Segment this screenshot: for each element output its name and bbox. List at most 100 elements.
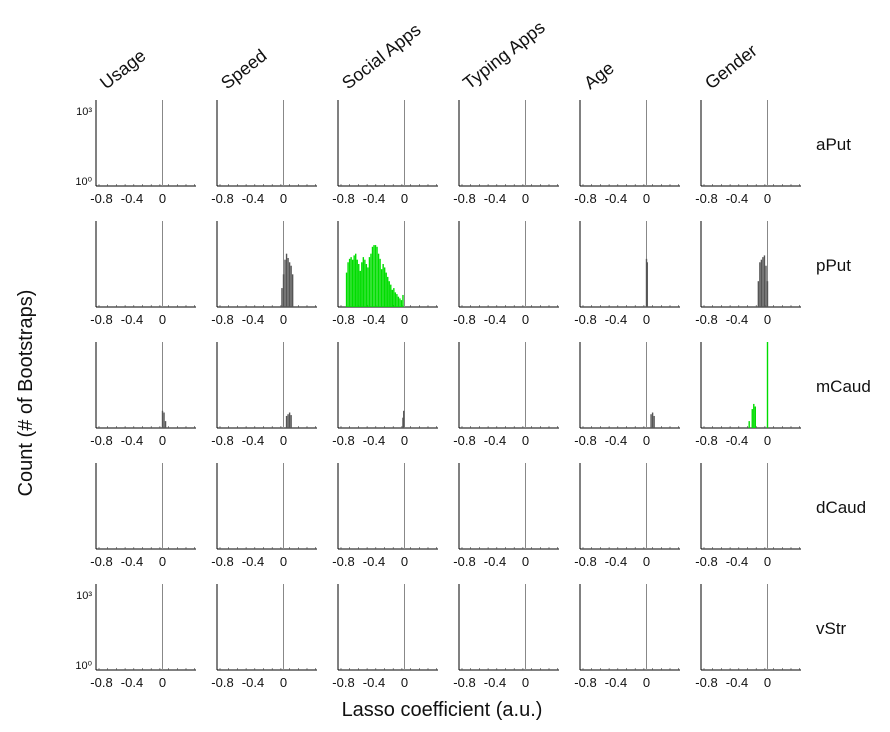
column-title-gender: Gender [701, 40, 761, 93]
x-tick-label: -0.4 [484, 312, 506, 327]
panel-pput-speed: -0.8 -0.4 0 [211, 221, 317, 327]
panel-dcaud-social-apps: -0.8 -0.4 0 [332, 463, 438, 569]
x-tick-label: 0 [401, 433, 408, 448]
x-tick-label: -0.4 [726, 191, 748, 206]
x-tick-label: 0 [764, 433, 771, 448]
panel-vstr-typing-apps: -0.8 -0.4 0 [453, 584, 559, 690]
x-tick-label: -0.8 [695, 433, 717, 448]
x-tick-label: -0.8 [332, 675, 354, 690]
x-tick-label: -0.8 [574, 675, 596, 690]
panel-mcaud-speed: -0.8 -0.4 0 [211, 342, 317, 448]
row-label-mcaud: mCaud [816, 377, 871, 396]
column-title-speed: Speed [217, 45, 270, 93]
x-tick-label: 0 [401, 554, 408, 569]
y-axis-label: Count (# of Bootstraps) [15, 290, 37, 497]
x-tick-label: 0 [401, 312, 408, 327]
x-tick-label: 0 [280, 191, 287, 206]
x-tick-label: -0.8 [332, 554, 354, 569]
panel-dcaud-gender: -0.8 -0.4 0 [695, 463, 801, 569]
x-tick-label: 0 [643, 675, 650, 690]
x-tick-label: -0.4 [726, 312, 748, 327]
panel-vstr-social-apps: -0.8 -0.4 0 [332, 584, 438, 690]
x-tick-label: -0.4 [242, 312, 264, 327]
x-tick-label: -0.8 [211, 554, 233, 569]
x-tick-label: -0.8 [211, 675, 233, 690]
x-tick-label: -0.8 [695, 312, 717, 327]
x-tick-label: -0.4 [121, 554, 143, 569]
x-tick-label: -0.8 [90, 554, 112, 569]
row-label-pput: pPut [816, 256, 851, 275]
x-tick-label: 0 [522, 554, 529, 569]
x-tick-label: -0.8 [453, 675, 475, 690]
x-tick-label: -0.4 [484, 554, 506, 569]
x-tick-label: -0.4 [363, 554, 385, 569]
panel-pput-social-apps: -0.8 -0.4 0 [332, 221, 438, 327]
panel-pput-age: -0.8 -0.4 0 [574, 221, 680, 327]
panel-pput-typing-apps: -0.8 -0.4 0 [453, 221, 559, 327]
x-tick-label: 0 [643, 433, 650, 448]
row-label-dcaud: dCaud [816, 498, 866, 517]
x-tick-label: -0.8 [695, 554, 717, 569]
x-tick-label: -0.4 [242, 433, 264, 448]
x-tick-label: -0.4 [121, 312, 143, 327]
x-tick-label: -0.8 [90, 191, 112, 206]
panel-pput-gender: -0.8 -0.4 0 [695, 221, 801, 327]
x-tick-label: -0.4 [242, 675, 264, 690]
panel-vstr-gender: -0.8 -0.4 0 [695, 584, 801, 690]
x-tick-label: -0.4 [726, 675, 748, 690]
panel-mcaud-gender: -0.8 -0.4 0 [695, 342, 801, 448]
x-tick-label: 0 [401, 191, 408, 206]
panel-dcaud-usage: -0.8 -0.4 0 [90, 463, 196, 569]
x-tick-label: -0.4 [605, 312, 627, 327]
x-tick-label: -0.8 [574, 554, 596, 569]
x-tick-label: -0.4 [121, 675, 143, 690]
panel-mcaud-typing-apps: -0.8 -0.4 0 [453, 342, 559, 448]
x-tick-label: -0.4 [242, 191, 264, 206]
x-tick-label: -0.8 [695, 675, 717, 690]
panel-aput-age: -0.8 -0.4 0 [574, 100, 680, 206]
row-labels: aPut pPut mCaud dCaud vStr [816, 135, 871, 638]
x-tick-label: -0.8 [574, 433, 596, 448]
x-tick-label: 0 [280, 433, 287, 448]
column-titles: Usage Speed Social Apps Typing Apps Age Gende… [96, 17, 761, 93]
row-label-aput: aPut [816, 135, 851, 154]
x-tick-label: 0 [159, 433, 166, 448]
x-tick-label: 0 [159, 191, 166, 206]
x-tick-label: -0.4 [726, 554, 748, 569]
panel-vstr-age: -0.8 -0.4 0 [574, 584, 680, 690]
x-tick-label: 0 [522, 675, 529, 690]
x-tick-label: -0.4 [726, 433, 748, 448]
x-tick-label: -0.8 [453, 554, 475, 569]
x-tick-label: -0.4 [605, 433, 627, 448]
panel-aput-usage: -0.8 -0.4 0 10³ 10⁰ [75, 100, 196, 206]
x-tick-label: 0 [643, 191, 650, 206]
x-tick-label: 0 [159, 675, 166, 690]
x-tick-label: 0 [159, 554, 166, 569]
x-tick-label: 0 [764, 675, 771, 690]
x-tick-label: 0 [280, 554, 287, 569]
y-tick-label: 10³ [76, 590, 92, 602]
panel-aput-gender: -0.8 -0.4 0 [695, 100, 801, 206]
panel-mcaud-social-apps: -0.8 -0.4 0 [332, 342, 438, 448]
panel-vstr-usage: -0.8 -0.4 0 10³ 10⁰ [75, 584, 196, 690]
x-tick-label: -0.8 [574, 312, 596, 327]
x-tick-label: -0.4 [121, 433, 143, 448]
x-tick-label: -0.8 [332, 191, 354, 206]
panel-vstr-speed: -0.8 -0.4 0 [211, 584, 317, 690]
x-tick-label: -0.4 [605, 554, 627, 569]
x-tick-label: -0.4 [363, 433, 385, 448]
x-tick-label: 0 [764, 191, 771, 206]
x-tick-label: -0.4 [121, 191, 143, 206]
x-tick-label: -0.8 [453, 433, 475, 448]
x-tick-label: 0 [280, 312, 287, 327]
x-tick-label: 0 [764, 554, 771, 569]
x-tick-label: -0.8 [211, 191, 233, 206]
x-tick-label: -0.8 [453, 191, 475, 206]
panel-pput-usage: -0.8 -0.4 0 [90, 221, 196, 327]
x-tick-label: -0.8 [332, 312, 354, 327]
x-tick-label: -0.8 [211, 312, 233, 327]
panel-dcaud-speed: -0.8 -0.4 0 [211, 463, 317, 569]
column-title-typing-apps: Typing Apps [459, 17, 549, 93]
column-title-social-apps: Social Apps [338, 19, 424, 93]
